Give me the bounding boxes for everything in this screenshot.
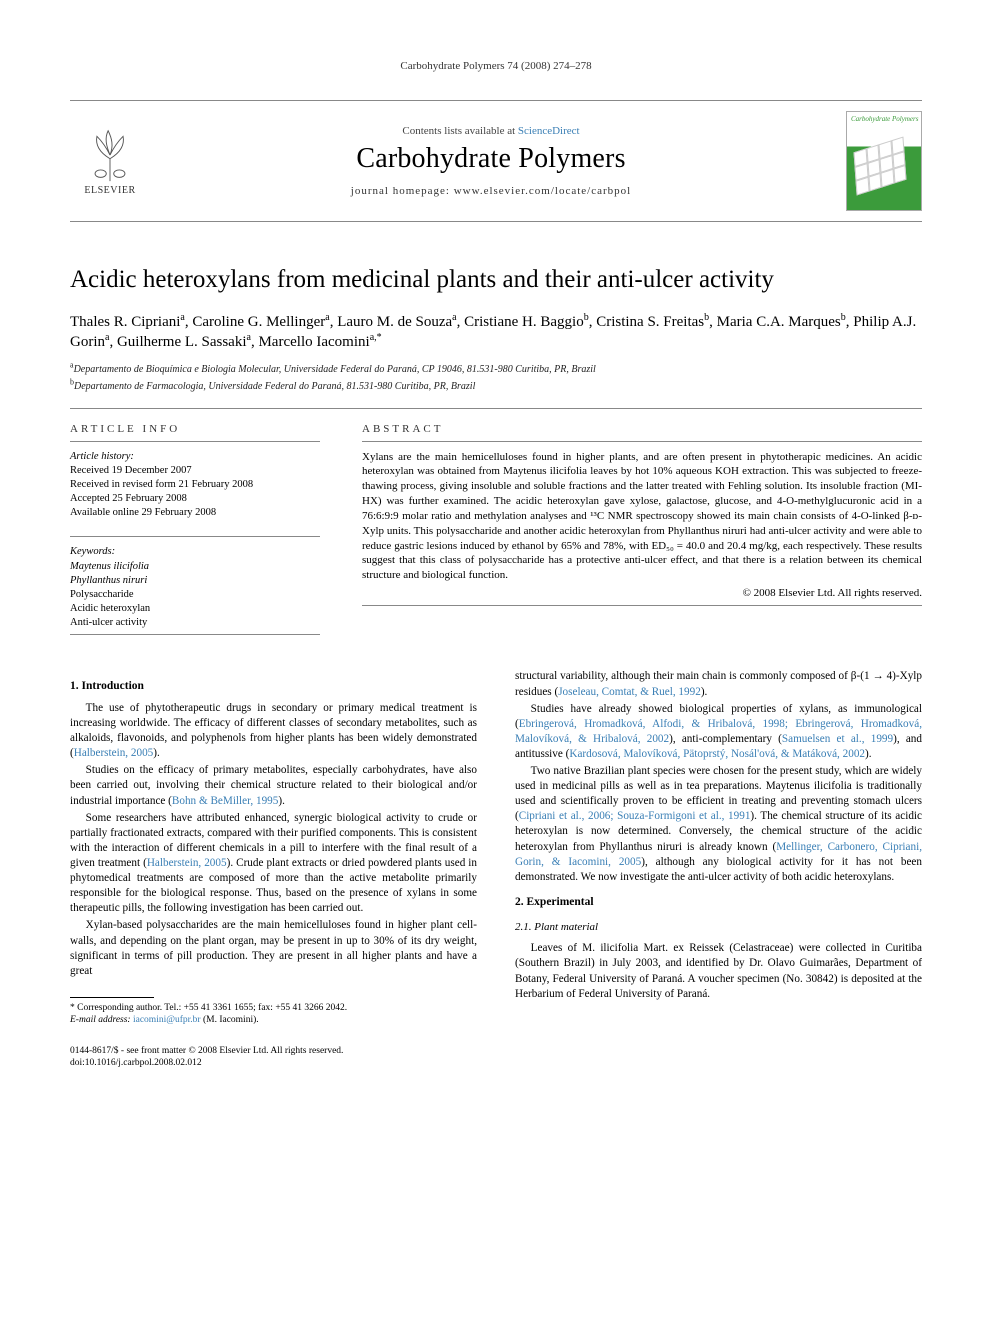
cite-bohn-bemiller-1995[interactable]: Bohn & BeMiller, 1995 [172, 795, 278, 807]
journal-name: Carbohydrate Polymers [150, 143, 832, 175]
contents-available-line: Contents lists available at ScienceDirec… [150, 125, 832, 137]
col2-p2-d: ). [865, 748, 872, 760]
running-head: Carbohydrate Polymers 74 (2008) 274–278 [70, 60, 922, 72]
history-online: Available online 29 February 2008 [70, 506, 320, 520]
col2-p2: Studies have already showed biological p… [515, 702, 922, 762]
section-2-1-head: 2.1. Plant material [515, 920, 922, 935]
keyword-1: Maytenus ilicifolia [70, 560, 320, 574]
keywords-block: Keywords: Maytenus ilicifolia Phyllanthu… [70, 545, 320, 630]
section-2-head: 2. Experimental [515, 895, 922, 911]
cite-cipriani-souza[interactable]: Cipriani et al., 2006; Souza-Formigoni e… [519, 810, 751, 822]
keyword-2: Phyllanthus niruri [70, 574, 320, 588]
affiliations: aDepartamento de Bioquímica e Biologia M… [70, 363, 922, 394]
col2-p1: structural variability, although their m… [515, 669, 922, 699]
cite-kardosova-2002[interactable]: Kardosová, Malovíková, Pätoprstý, Nosál'… [569, 748, 865, 760]
email-link[interactable]: iacomini@ufpr.br [133, 1015, 201, 1025]
keyword-5: Anti-ulcer activity [70, 616, 320, 630]
history-received: Received 19 December 2007 [70, 464, 320, 478]
col2-p1-tail: ). [701, 686, 708, 698]
history-revised: Received in revised form 21 February 200… [70, 478, 320, 492]
section-1-head: 1. Introduction [70, 679, 477, 695]
intro-p3: Some researchers have attributed enhance… [70, 811, 477, 917]
email-name: (M. Iacomini). [203, 1015, 259, 1025]
intro-p1: The use of phytotherapeutic drugs in sec… [70, 701, 477, 761]
column-left: 1. Introduction The use of phytotherapeu… [70, 669, 477, 1026]
masthead: ELSEVIER Contents lists available at Sci… [70, 100, 922, 222]
affiliation-b-text: Departamento de Farmacologia, Universida… [74, 381, 475, 392]
cite-halberstein-2005b[interactable]: Halberstein, 2005 [147, 857, 227, 869]
abstract-text: Xylans are the main hemicelluloses found… [362, 450, 922, 601]
publisher-logo-block: ELSEVIER [70, 127, 150, 196]
abstract-head: ABSTRACT [362, 423, 922, 435]
col2-p3: Two native Brazilian plant species were … [515, 764, 922, 885]
rule [70, 408, 922, 409]
column-right: structural variability, although their m… [515, 669, 922, 1026]
corresponding-author-footnote: * Corresponding author. Tel.: +55 41 336… [70, 1002, 477, 1027]
history-head: Article history: [70, 450, 320, 464]
abstract-body: Xylans are the main hemicelluloses found… [362, 451, 922, 582]
author-list: Thales R. Cipriania, Caroline G. Melling… [70, 312, 922, 353]
intro-p2: Studies on the efficacy of primary metab… [70, 763, 477, 808]
journal-cover-thumb: Carbohydrate Polymers [832, 111, 922, 211]
keyword-3: Polysaccharide [70, 588, 320, 602]
sciencedirect-link[interactable]: ScienceDirect [518, 125, 580, 137]
corr-line: * Corresponding author. Tel.: +55 41 336… [70, 1002, 477, 1014]
contents-prefix: Contents lists available at [402, 125, 517, 137]
elsevier-tree-icon [82, 127, 138, 183]
p1-tail: ). [153, 747, 160, 759]
cite-samuelsen-1999[interactable]: Samuelsen et al., 1999 [782, 733, 893, 745]
intro-p4: Xylan-based polysaccharides are the main… [70, 918, 477, 978]
cite-halberstein-2005a[interactable]: Halberstein, 2005 [74, 747, 154, 759]
article-info-head: ARTICLE INFO [70, 423, 320, 435]
publisher-name: ELSEVIER [82, 185, 138, 196]
affiliation-b: bDepartamento de Farmacologia, Universid… [70, 380, 922, 394]
cover-graphic-icon [854, 136, 907, 195]
article-title: Acidic heteroxylans from medicinal plant… [70, 266, 922, 294]
doi-line: doi:10.1016/j.carbpol.2008.02.012 [70, 1057, 922, 1069]
p2-tail: ). [278, 795, 285, 807]
article-info-left: ARTICLE INFO Article history: Received 1… [70, 423, 320, 644]
affiliation-a: aDepartamento de Bioquímica e Biologia M… [70, 363, 922, 377]
journal-homepage: journal homepage: www.elsevier.com/locat… [150, 185, 832, 197]
front-matter-line: 0144-8617/$ - see front matter © 2008 El… [70, 1045, 922, 1057]
affiliation-a-text: Departamento de Bioquímica e Biologia Mo… [74, 364, 596, 375]
keywords-head: Keywords: [70, 545, 320, 559]
body-columns: 1. Introduction The use of phytotherapeu… [70, 669, 922, 1026]
cover-title: Carbohydrate Polymers [851, 116, 918, 123]
doi-block: 0144-8617/$ - see front matter © 2008 El… [70, 1045, 922, 1070]
cite-joseleau-1992[interactable]: Joseleau, Comtat, & Ruel, 1992 [558, 686, 701, 698]
keyword-4: Acidic heteroxylan [70, 602, 320, 616]
email-label: E-mail address: [70, 1015, 131, 1025]
article-info-row: ARTICLE INFO Article history: Received 1… [70, 423, 922, 644]
footnote-rule [70, 997, 154, 998]
sec21-p1: Leaves of M. ilicifolia Mart. ex Reissek… [515, 941, 922, 1001]
history-accepted: Accepted 25 February 2008 [70, 492, 320, 506]
masthead-center: Contents lists available at ScienceDirec… [150, 125, 832, 197]
abstract-block: ABSTRACT Xylans are the main hemicellulo… [362, 423, 922, 644]
abstract-copyright: © 2008 Elsevier Ltd. All rights reserved… [362, 586, 922, 601]
col2-p2-b: ), anti-complementary ( [669, 733, 782, 745]
article-history: Article history: Received 19 December 20… [70, 450, 320, 521]
